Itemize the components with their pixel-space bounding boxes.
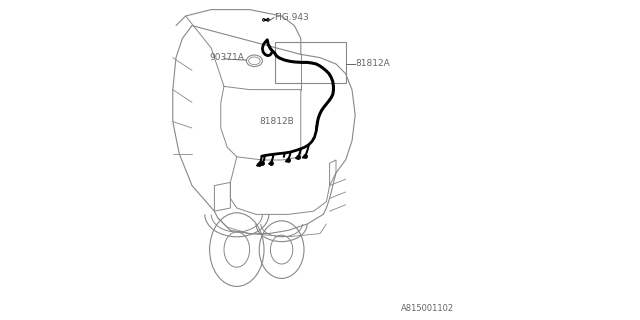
Text: 81812A: 81812A (355, 60, 390, 68)
Text: 81812B: 81812B (259, 117, 294, 126)
Text: A815001102: A815001102 (401, 304, 454, 313)
Text: 90371A: 90371A (210, 53, 244, 62)
Text: FIG.943: FIG.943 (275, 13, 309, 22)
Bar (275, 42, 346, 83)
